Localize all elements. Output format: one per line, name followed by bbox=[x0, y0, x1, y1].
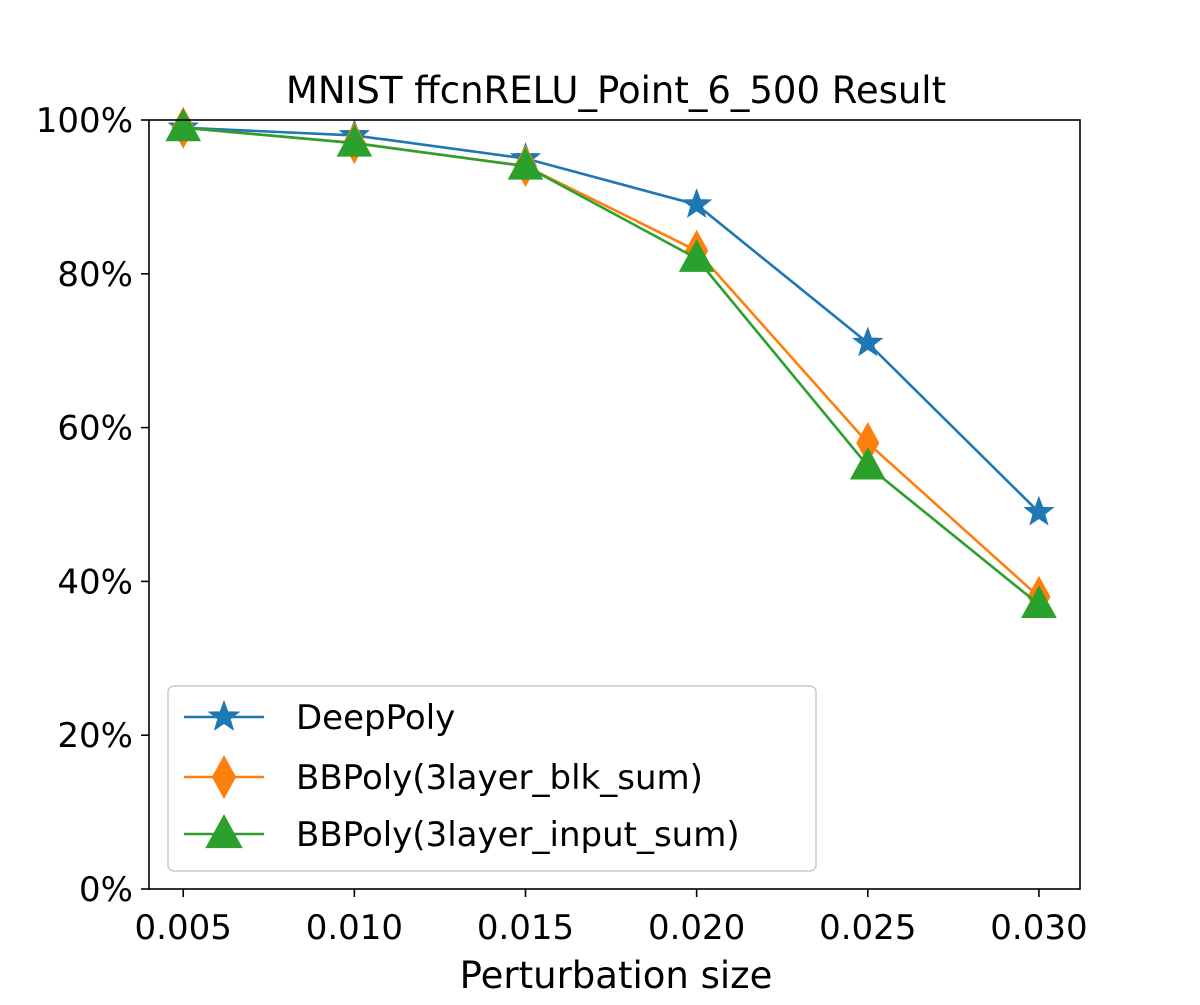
y-tick-label: 0% bbox=[79, 870, 133, 910]
x-tick-label: 0.025 bbox=[819, 908, 916, 948]
legend-label: BBPoly(3layer_blk_sum) bbox=[296, 758, 703, 798]
legend-label: DeepPoly bbox=[296, 698, 455, 738]
legend: DeepPoly BBPoly(3layer_blk_sum) BBPoly(3la… bbox=[168, 686, 816, 871]
y-tick-label: 40% bbox=[57, 562, 133, 602]
legend-label: BBPoly(3layer_input_sum) bbox=[296, 815, 740, 855]
x-tick-label: 0.015 bbox=[477, 908, 574, 948]
y-tick-label: 100% bbox=[36, 101, 133, 141]
y-tick-label: 20% bbox=[57, 716, 133, 756]
x-tick-label: 0.005 bbox=[135, 908, 232, 948]
x-tick-label: 0.010 bbox=[306, 908, 403, 948]
x-tick-label: 0.030 bbox=[990, 908, 1087, 948]
chart-title: MNIST ffcnRELU_Point_6_500 Result bbox=[286, 69, 946, 112]
y-tick-label: 60% bbox=[57, 409, 133, 449]
y-tick-label: 80% bbox=[57, 255, 133, 295]
x-axis-label: Perturbation size bbox=[460, 954, 773, 997]
x-tick-label: 0.020 bbox=[648, 908, 745, 948]
